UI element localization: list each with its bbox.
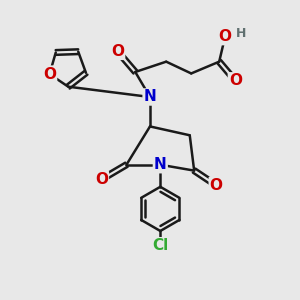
Text: H: H xyxy=(236,27,246,40)
Text: N: N xyxy=(144,89,156,104)
Text: O: O xyxy=(111,44,124,59)
Text: Cl: Cl xyxy=(152,238,168,253)
Text: O: O xyxy=(95,172,108,187)
Text: O: O xyxy=(229,73,242,88)
Text: O: O xyxy=(210,178,223,193)
Text: O: O xyxy=(219,29,232,44)
Text: N: N xyxy=(154,157,167,172)
Text: O: O xyxy=(43,67,56,82)
